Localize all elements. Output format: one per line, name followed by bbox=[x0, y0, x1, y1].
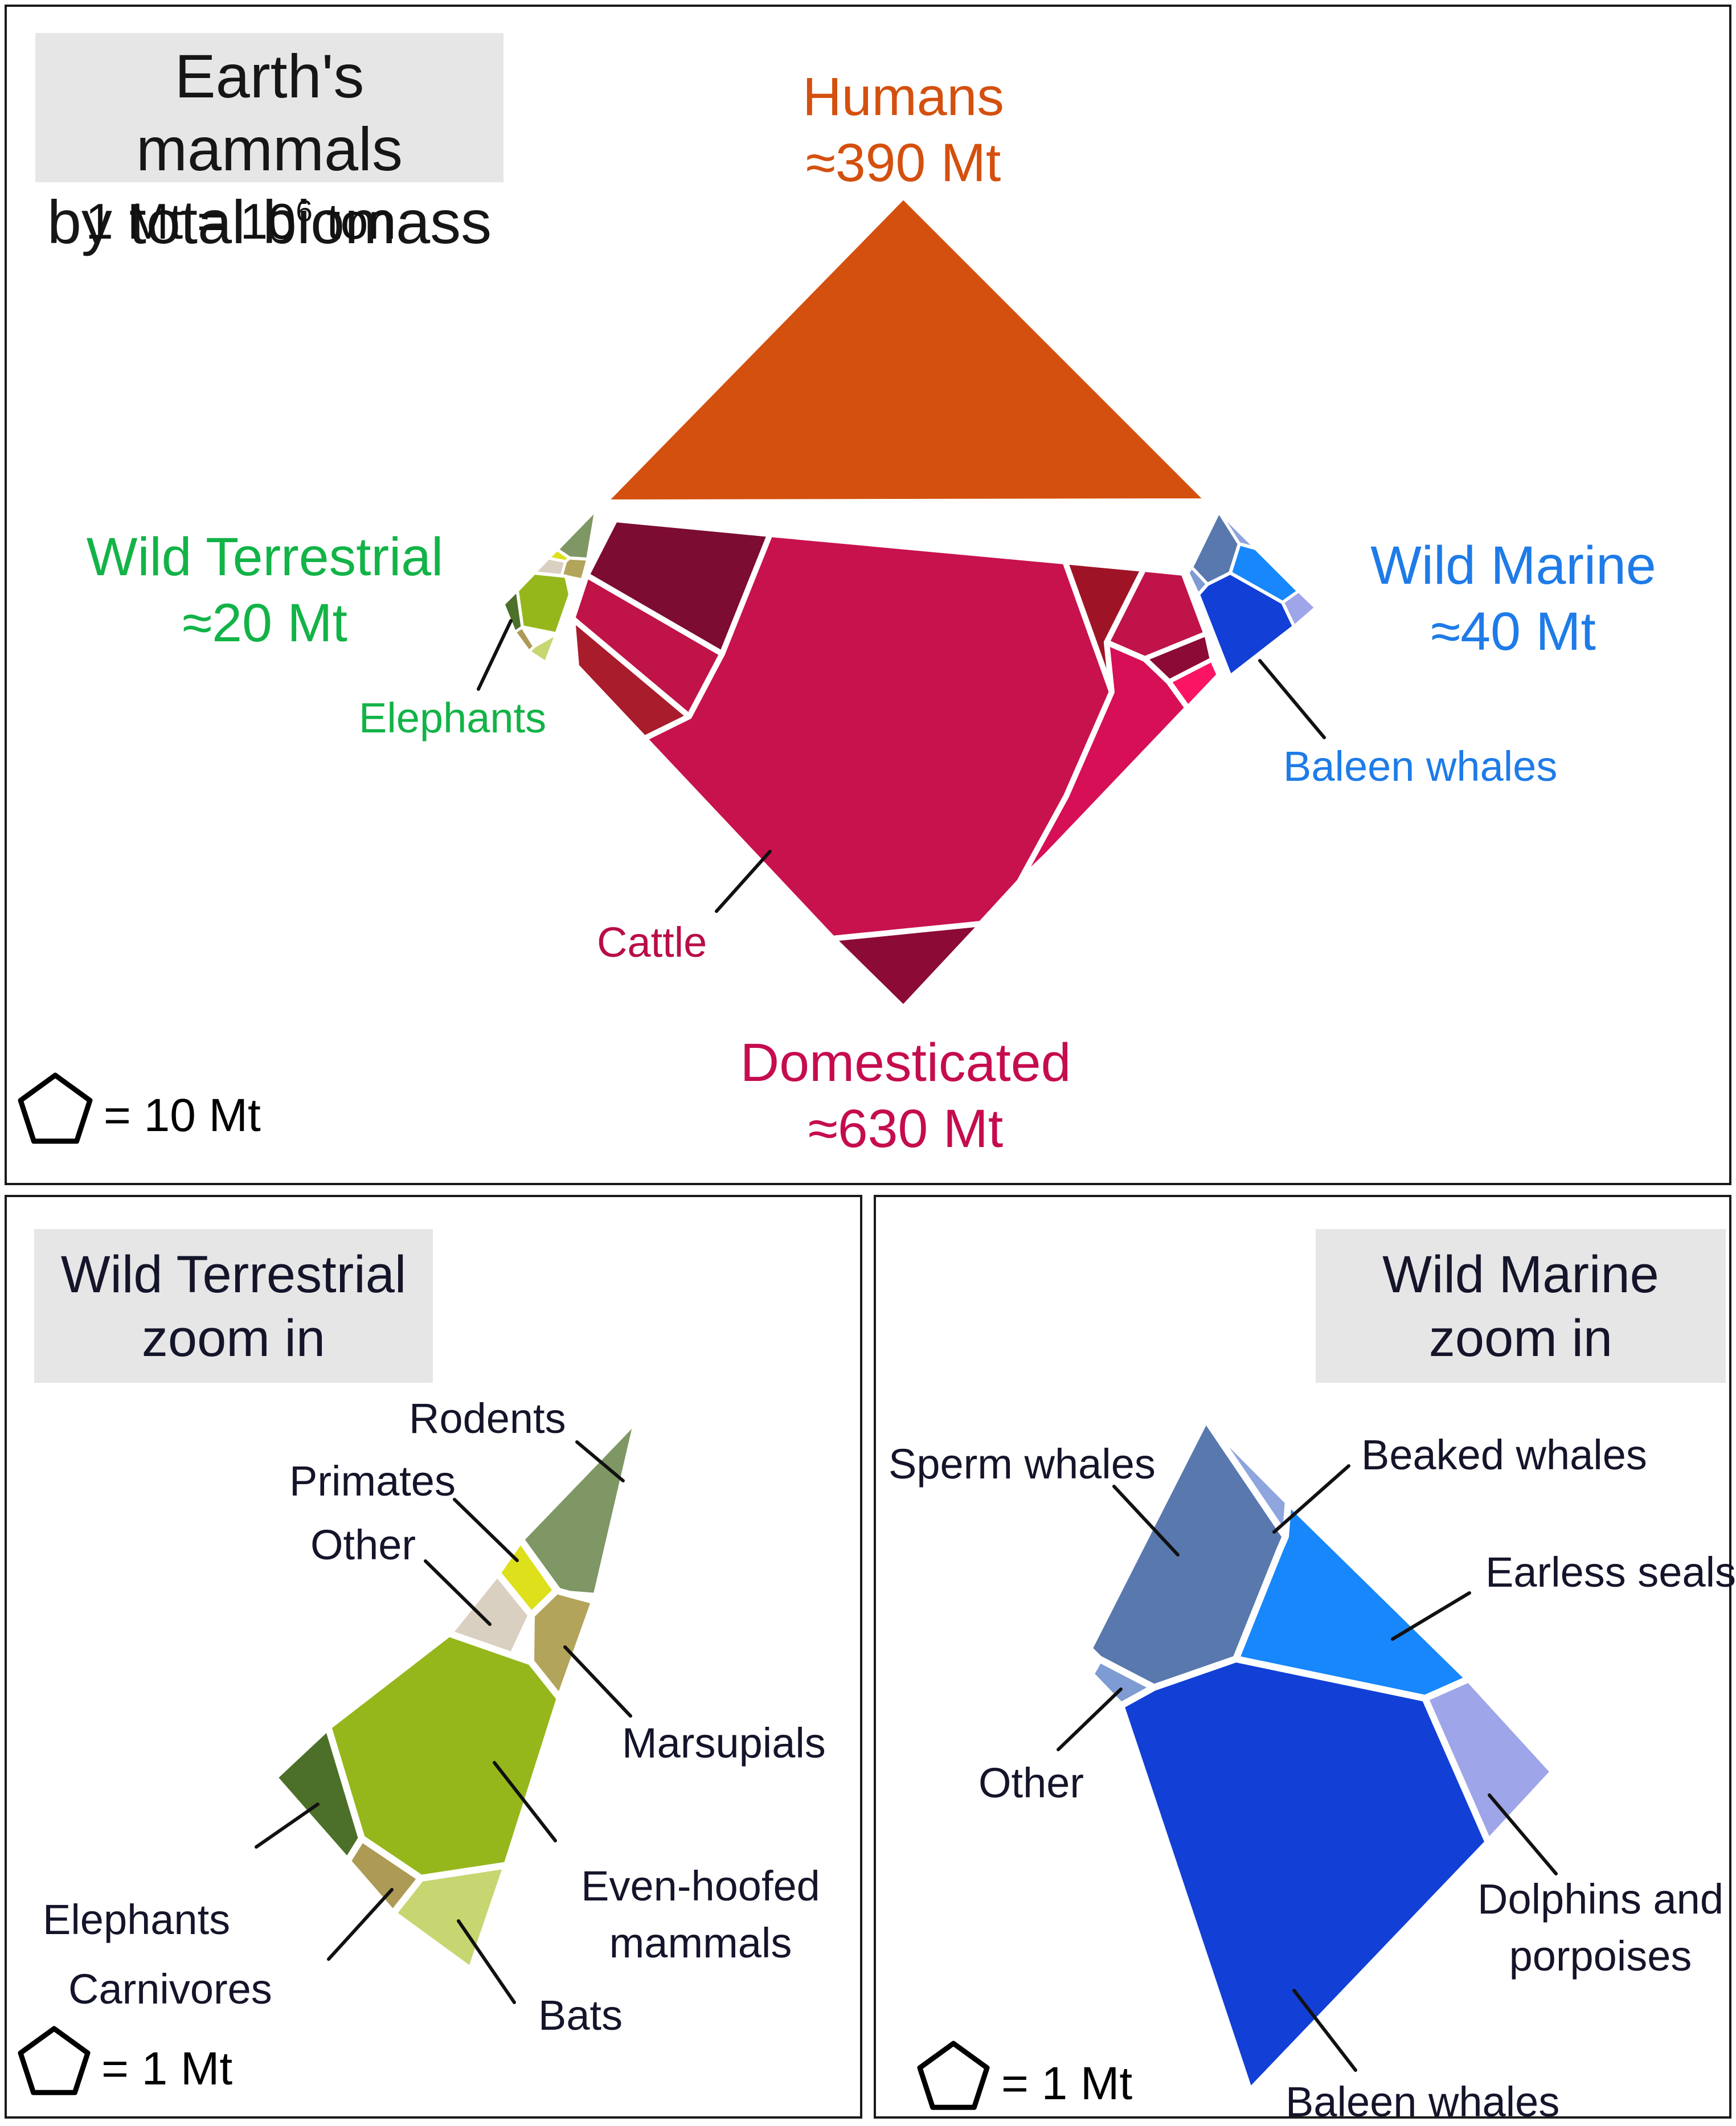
unit-note: 1 Mt = 106 ton bbox=[85, 193, 396, 249]
terrestrial-legend-text: = 1 Mt bbox=[101, 2043, 233, 2095]
callout-other-m bbox=[1057, 1687, 1123, 1751]
even-hoofed-line1: Even-hoofed bbox=[581, 1862, 820, 1910]
callout-sperm bbox=[1112, 1485, 1180, 1556]
callout-carnivores bbox=[327, 1888, 394, 1961]
callout-baleen-br bbox=[1292, 1989, 1357, 2072]
cell-wt-rodents bbox=[555, 507, 598, 561]
callout-elephants-top bbox=[477, 619, 513, 691]
cell-dom-bottom bbox=[830, 890, 1014, 1011]
even-hoofed-label: Even-hoofed mammals bbox=[575, 1858, 826, 1972]
main-title: Earth's mammals by total biomass bbox=[35, 40, 503, 259]
baleen-label-main: Baleen whales bbox=[1283, 743, 1558, 790]
marsupials-label: Marsupials bbox=[622, 1719, 826, 1767]
cell-wt-bats bbox=[527, 632, 558, 664]
rodents-label: Rodents bbox=[409, 1395, 566, 1442]
baleen-whales-label-zoom: Baleen whales bbox=[1285, 2078, 1560, 2125]
cell-wm-baleen bbox=[1197, 571, 1296, 678]
callout-bats bbox=[457, 1919, 516, 2004]
main-title-box bbox=[35, 33, 503, 182]
cell-zt-bats bbox=[390, 1862, 510, 1974]
elephants-label-zoom: Elephants bbox=[43, 1896, 231, 1943]
carnivores-label: Carnivores bbox=[68, 1965, 272, 2013]
callout-rodents bbox=[575, 1440, 625, 1482]
legend-terrestrial-pentagon-icon bbox=[18, 2026, 91, 2095]
domesticated-name: Domesticated bbox=[740, 1033, 1071, 1093]
elephants-label-main: Elephants bbox=[359, 694, 547, 742]
callout-cattle bbox=[715, 850, 772, 913]
terrestrial-title-line1: Wild Terrestrial bbox=[60, 1246, 407, 1304]
marine-legend-text: = 1 Mt bbox=[1001, 2058, 1133, 2109]
terrestrial-title: Wild Terrestrial zoom in bbox=[34, 1243, 433, 1370]
sperm-whales-label: Sperm whales bbox=[889, 1440, 1156, 1488]
dolphins-line1: Dolphins and bbox=[1477, 1875, 1723, 1923]
wild-marine-value: ≈40 Mt bbox=[1431, 601, 1596, 662]
legend-marine-pentagon-icon bbox=[917, 2041, 990, 2110]
main-legend-text: = 10 Mt bbox=[104, 1089, 261, 1141]
domesticated-label: Domesticated ≈630 Mt bbox=[706, 1030, 1105, 1162]
unit-note-exponent: 6 bbox=[296, 194, 313, 228]
wild-terrestrial-value: ≈20 Mt bbox=[182, 593, 347, 653]
callout-marsupials bbox=[563, 1645, 632, 1718]
humans-name: Humans bbox=[803, 67, 1004, 127]
wild-terrestrial-label: Wild Terrestrial ≈20 Mt bbox=[65, 524, 464, 656]
humans-value: ≈390 Mt bbox=[805, 133, 1001, 193]
main-title-line2: by total biomass bbox=[47, 187, 492, 256]
marine-title-box bbox=[1316, 1229, 1726, 1383]
marine-title-line2: zoom in bbox=[1428, 1309, 1613, 1367]
other-marine-label: Other bbox=[978, 1759, 1084, 1807]
callout-even-hoofed bbox=[493, 1761, 557, 1842]
cell-wt-elephants bbox=[502, 589, 524, 634]
callout-other-t bbox=[424, 1559, 492, 1626]
dolphins-line2: porpoises bbox=[1509, 1932, 1692, 1980]
callout-baleen-top bbox=[1258, 659, 1326, 739]
wild-terrestrial-name: Wild Terrestrial bbox=[86, 527, 444, 587]
humans-label: Humans ≈390 Mt bbox=[732, 64, 1074, 196]
beaked-whales-label: Beaked whales bbox=[1361, 1431, 1647, 1478]
dolphins-label: Dolphins and porpoises bbox=[1469, 1871, 1731, 1985]
domesticated-value: ≈630 Mt bbox=[808, 1099, 1004, 1159]
primates-label: Primates bbox=[289, 1457, 456, 1505]
marine-title: Wild Marine zoom in bbox=[1316, 1243, 1726, 1370]
even-hoofed-line2: mammals bbox=[609, 1919, 792, 1967]
wild-marine-label: Wild Marine ≈40 Mt bbox=[1314, 532, 1713, 665]
callout-elephants-bl bbox=[255, 1803, 320, 1849]
terrestrial-title-box bbox=[34, 1229, 433, 1383]
callout-beaked bbox=[1272, 1464, 1350, 1534]
callout-dolphins bbox=[1488, 1793, 1558, 1875]
cell-humans bbox=[599, 192, 1213, 506]
terrestrial-title-line2: zoom in bbox=[141, 1309, 326, 1367]
callout-earless bbox=[1391, 1591, 1471, 1641]
callout-primates bbox=[453, 1498, 519, 1562]
main-title-line1: Earth's mammals bbox=[136, 42, 403, 183]
legend-main-pentagon-icon bbox=[18, 1072, 93, 1144]
other-terrestrial-label: Other bbox=[310, 1521, 416, 1568]
cattle-label: Cattle bbox=[597, 919, 707, 966]
marine-title-line1: Wild Marine bbox=[1382, 1246, 1659, 1304]
earless-seals-label: Earless seals bbox=[1485, 1549, 1736, 1596]
cell-wt-even-hoofed bbox=[515, 571, 572, 636]
cell-zm-baleen bbox=[1117, 1656, 1492, 2095]
wild-marine-name: Wild Marine bbox=[1370, 535, 1656, 596]
bats-label: Bats bbox=[538, 1992, 623, 2039]
